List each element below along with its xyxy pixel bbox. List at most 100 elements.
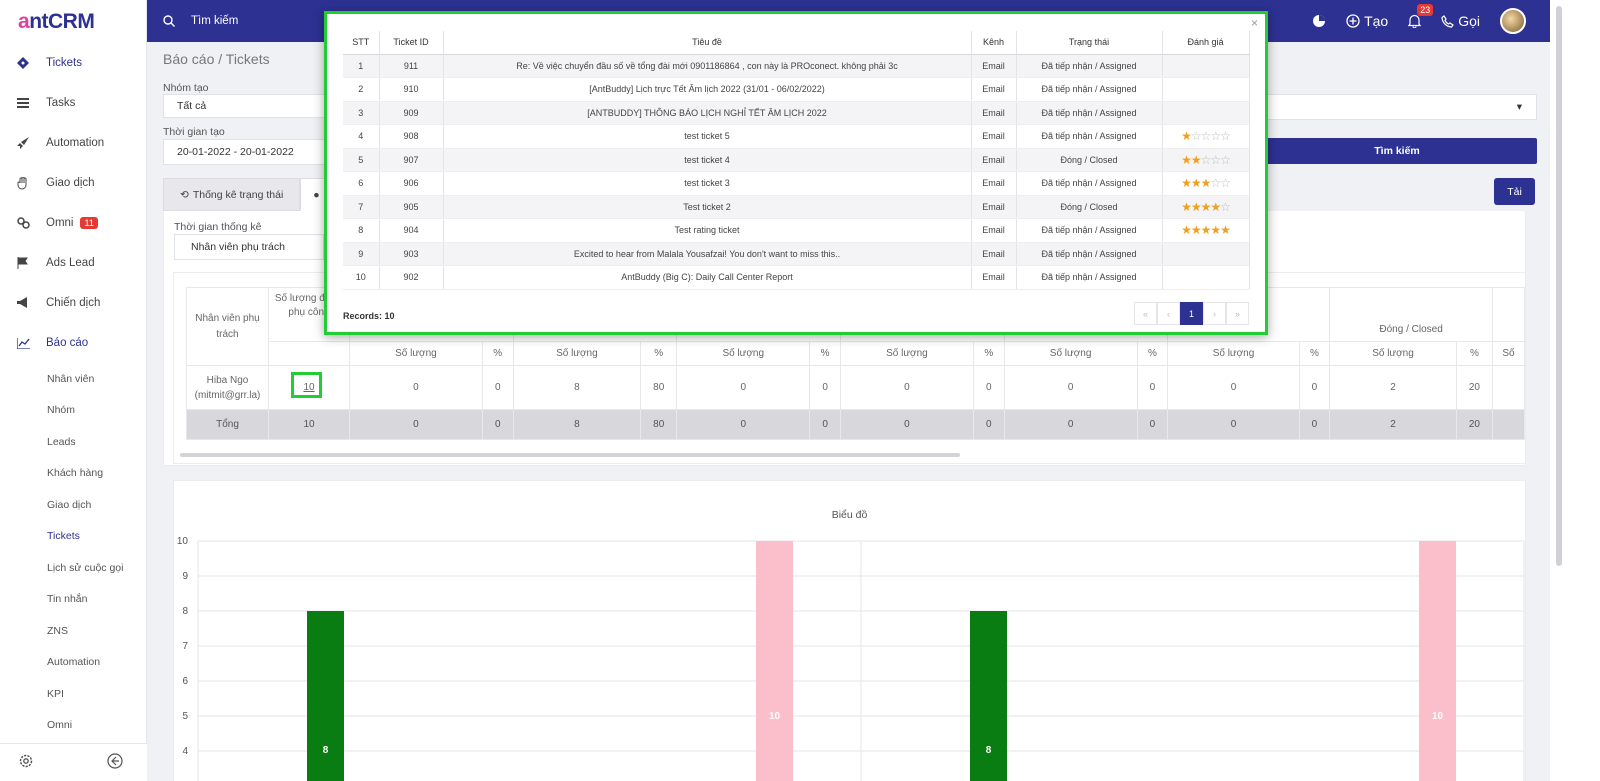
sub-pct: %: [1455, 341, 1494, 366]
ticket-col-header: Tiêu đề: [443, 31, 972, 55]
sidebar: a ntCRM Tickets Tasks Automation Giao dịc…: [0, 0, 147, 781]
sidebar-item-automation[interactable]: Automation: [0, 123, 146, 163]
star-empty-icon: ☆: [1210, 152, 1221, 167]
ticket-row[interactable]: 8 904 Test rating ticket Email Đã tiếp nhận …: [343, 218, 1250, 243]
ticket-stt: 1: [343, 54, 380, 78]
page-1-button[interactable]: 1: [1180, 302, 1203, 325]
ticket-status: Đã tiếp nhận / Assigned: [1016, 265, 1163, 290]
collapse-icon[interactable]: [107, 753, 123, 772]
cell: 0: [349, 365, 483, 410]
stat-time-select[interactable]: Nhân viên phụ trách: [174, 234, 324, 260]
chart-bar[interactable]: [756, 541, 793, 781]
ticket-status: Đóng / Closed: [1016, 195, 1163, 219]
sidebar-item-label: Tasks: [46, 97, 76, 109]
ticket-row[interactable]: 6 906 test ticket 3 Email Đã tiếp nhận / Ass…: [343, 171, 1250, 196]
avatar[interactable]: [1500, 8, 1526, 34]
ticket-row[interactable]: 7 905 Test ticket 2 Email Đóng / Closed ★★★★☆: [343, 195, 1250, 219]
ticket-rating: [1162, 242, 1250, 266]
logo[interactable]: a ntCRM: [18, 9, 95, 33]
submenu-item-tin-nhan[interactable]: Tin nhắn: [47, 593, 88, 606]
sidebar-item-chien-dich[interactable]: Chiến dịch: [0, 283, 146, 323]
call-button[interactable]: Gọi: [1441, 13, 1480, 29]
submenu-item-automation[interactable]: Automation: [47, 656, 101, 669]
col-closed: Đóng / Closed: [1329, 287, 1493, 342]
ticket-row[interactable]: 10 902 AntBuddy (Big C): Daily Call Center…: [343, 265, 1250, 290]
date-range-input[interactable]: 20-01-2022 - 20-01-2022: [163, 139, 333, 165]
ticket-rating: [1162, 77, 1250, 102]
last-page-button[interactable]: »: [1226, 302, 1249, 325]
cell: 10: [268, 409, 350, 440]
star-empty-icon: ☆: [1190, 129, 1202, 144]
sub-blank: [268, 341, 350, 366]
submenu-item-zns[interactable]: ZNS: [47, 624, 68, 637]
create-button[interactable]: Tạo: [1346, 13, 1388, 29]
table-h-scrollbar[interactable]: [180, 453, 960, 457]
sidebar-item-ads-lead[interactable]: Ads Lead: [0, 243, 146, 283]
group-select[interactable]: Tất cả: [163, 94, 333, 118]
page-scrollbar[interactable]: [1550, 0, 1600, 781]
ticket-title: test ticket 5: [443, 124, 972, 149]
pie-chart-icon[interactable]: [1312, 14, 1326, 28]
count-link[interactable]: 10: [303, 382, 315, 393]
notification-button[interactable]: 23: [1408, 4, 1434, 28]
sidebar-item-tickets[interactable]: Tickets: [0, 43, 146, 83]
chart-bar[interactable]: [970, 611, 1007, 781]
col-more: [1492, 287, 1525, 342]
tab-thong-ke-trang-thai[interactable]: ⟲ Thống kê trạng thái: [163, 178, 301, 211]
cell: 0: [1298, 365, 1331, 410]
chart-bar[interactable]: [1419, 541, 1456, 781]
ticket-row[interactable]: 9 903 Excited to hear from Malala Yousafza…: [343, 242, 1250, 266]
sub-qty: Số lượng: [840, 341, 974, 366]
ticket-row[interactable]: 4 908 test ticket 5 Email Đã tiếp nhận / Ass…: [343, 124, 1250, 149]
submenu-item-khach-hang[interactable]: Khách hàng: [47, 467, 104, 480]
omni-badge: 11: [80, 217, 98, 229]
scrollbar-thumb[interactable]: [1556, 6, 1562, 566]
submenu-item-lich-su-cuoc-goi[interactable]: Lịch sử cuộc gọi: [47, 561, 124, 574]
chart-title: Biểu đồ: [831, 509, 868, 521]
prev-page-button[interactable]: ‹: [1157, 302, 1180, 325]
ticket-channel: Email: [971, 218, 1017, 243]
stat-time-label: Thời gian thống kê: [174, 221, 262, 233]
ticket-row[interactable]: 5 907 test ticket 4 Email Đóng / Closed ★★☆☆☆: [343, 148, 1250, 172]
submenu-item-nhom[interactable]: Nhóm: [47, 404, 76, 417]
y-tick-label: 4: [182, 746, 188, 757]
ticket-row[interactable]: 3 909 [ANTBUDDY] THÔNG BÁO LỊCH NGHỈ TẾT Â…: [343, 101, 1250, 125]
cell: 0: [349, 409, 483, 440]
ticket-channel: Email: [971, 54, 1017, 78]
sidebar-item-tasks[interactable]: Tasks: [0, 83, 146, 123]
settings-icon[interactable]: [18, 753, 34, 772]
tab-label: Thống kê trạng thái: [192, 188, 284, 201]
filter-select[interactable]: ▾: [1257, 94, 1537, 120]
bar-data-label: 8: [986, 745, 992, 756]
download-button[interactable]: Tải: [1494, 178, 1535, 205]
submenu-item-tickets[interactable]: Tickets: [47, 530, 80, 543]
ticket-stt: 8: [343, 218, 380, 243]
sub-qty: Số lượng: [1329, 341, 1457, 366]
ticket-title: test ticket 4: [443, 148, 972, 172]
search-box[interactable]: Tìm kiếm: [163, 15, 238, 27]
chart-bar[interactable]: [307, 611, 344, 781]
ticket-icon: [16, 56, 30, 70]
cell: 0: [1003, 365, 1138, 410]
sidebar-item-giao-dich[interactable]: Giao dịch: [0, 163, 146, 203]
ticket-row[interactable]: 1 911 Re: Về việc chuyển đầu số về tổng đà…: [343, 54, 1250, 78]
submenu-item-nhan-vien[interactable]: Nhân viên: [47, 372, 95, 385]
close-icon[interactable]: ×: [1250, 16, 1258, 30]
ticket-channel: Email: [971, 242, 1017, 266]
submenu-item-kpi[interactable]: KPI: [47, 687, 64, 700]
search-label: Tìm kiếm: [191, 15, 239, 27]
submenu-item-omni[interactable]: Omni: [47, 719, 73, 732]
sidebar-item-omni[interactable]: Omni 11: [0, 203, 146, 243]
sidebar-item-bao-cao[interactable]: Báo cáo: [0, 323, 146, 363]
submenu-item-leads[interactable]: Leads: [47, 435, 76, 448]
ticket-row[interactable]: 2 910 [AntBuddy] Lịch trực Tết Âm lịch 202…: [343, 77, 1250, 102]
next-page-button[interactable]: ›: [1203, 302, 1226, 325]
star-filled-icon: ★: [1181, 129, 1192, 144]
ticket-status: Đã tiếp nhận / Assigned: [1016, 171, 1163, 196]
cell: 8: [512, 409, 642, 440]
bar-data-label: 10: [1432, 711, 1444, 722]
search-button[interactable]: Tìm kiếm: [1257, 138, 1537, 164]
ticket-stt: 5: [343, 148, 380, 172]
submenu-item-giao-dich[interactable]: Giao dịch: [47, 498, 92, 511]
first-page-button[interactable]: «: [1134, 302, 1157, 325]
